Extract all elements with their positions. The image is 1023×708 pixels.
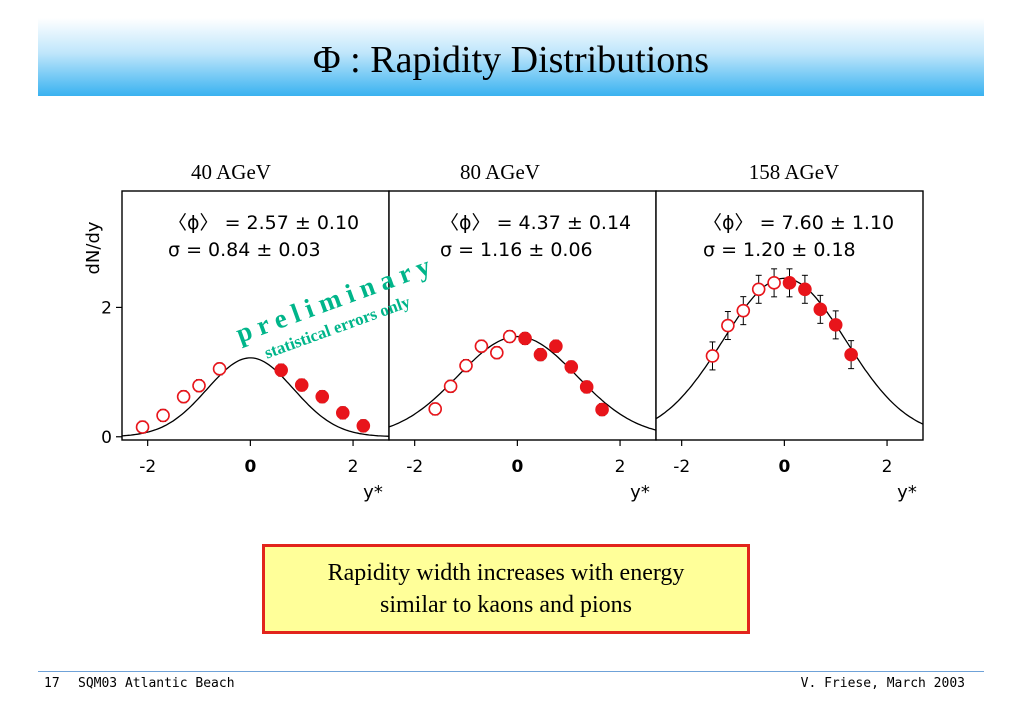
- x-tick-label: -2: [139, 457, 156, 477]
- footer-divider: [38, 671, 984, 672]
- x-tick-label: 0: [511, 457, 523, 477]
- fit-curve: [121, 357, 390, 437]
- x-tick-label: -2: [673, 457, 690, 477]
- stat-sigma-158: σ = 1.20 ± 0.18: [703, 239, 856, 261]
- x-tick-label: 0: [244, 457, 256, 477]
- stat-mean-158: 〈ϕ〉 = 7.60 ± 1.10: [703, 212, 894, 234]
- stat-mean-40: 〈ϕ〉 = 2.57 ± 0.10: [168, 212, 359, 234]
- x-axis-label: y*: [363, 482, 383, 503]
- x-tick-label: -2: [406, 457, 423, 477]
- data-point-filled: [828, 318, 843, 332]
- data-point-filled: [564, 360, 579, 374]
- data-point-filled: [595, 402, 609, 417]
- data-point-open: [443, 379, 458, 394]
- data-point-open: [474, 339, 489, 354]
- stat-sigma-80: σ = 1.16 ± 0.06: [440, 239, 593, 261]
- slide-title: Φ : Rapidity Distributions: [312, 39, 710, 81]
- data-point-filled: [533, 347, 548, 362]
- data-point-filled: [335, 406, 350, 420]
- data-point-open: [459, 358, 473, 373]
- data-point-open: [176, 389, 191, 404]
- x-axis-label: y*: [630, 482, 650, 503]
- data-point-filled: [518, 331, 532, 346]
- data-point-open: [736, 303, 751, 318]
- data-point-filled: [782, 276, 797, 290]
- data-point-open: [156, 408, 170, 423]
- y-axis-label: dN/dy: [83, 221, 104, 274]
- panel-title-40: 40 AGeV: [191, 160, 271, 184]
- footer-event: SQM03 Atlantic Beach: [78, 676, 235, 691]
- data-point-open: [428, 402, 443, 416]
- data-point-open: [751, 282, 766, 297]
- panel-title-158: 158 AGeV: [749, 160, 839, 184]
- data-point-filled: [356, 418, 371, 433]
- summary-note: Rapidity width increases with energy sim…: [262, 544, 750, 634]
- chart-marks: -2 0 2y*02-2 0 2y*-2 0 2y*: [101, 268, 924, 503]
- title-bar: Φ : Rapidity Distributions: [38, 18, 984, 96]
- data-point-filled: [798, 282, 812, 297]
- x-tick-label: 2: [348, 457, 359, 477]
- y-tick-label: 2: [101, 298, 112, 318]
- footer-page-number: 17: [44, 676, 60, 691]
- data-point-filled: [274, 363, 288, 377]
- stat-sigma-40: σ = 0.84 ± 0.03: [168, 239, 321, 261]
- y-tick-label: 0: [101, 428, 112, 448]
- note-line-2: similar to kaons and pions: [380, 592, 632, 618]
- data-point-open: [192, 378, 206, 393]
- x-tick-label: 0: [778, 457, 790, 477]
- panel-title-80: 80 AGeV: [460, 160, 540, 184]
- data-point-open: [212, 362, 227, 376]
- x-axis-label: y*: [897, 482, 917, 503]
- data-point-filled: [549, 339, 563, 354]
- data-point-filled: [294, 378, 309, 392]
- panel-frame-40: [121, 190, 390, 441]
- footer-author-date: V. Friese, March 2003: [800, 676, 965, 691]
- data-point-open: [721, 318, 735, 333]
- panel-frame-158: [655, 190, 924, 441]
- data-point-open: [705, 349, 720, 363]
- data-point-open: [135, 420, 150, 434]
- data-point-filled: [315, 389, 330, 404]
- data-point-filled: [813, 302, 828, 317]
- data-point-filled: [844, 347, 858, 362]
- stat-mean-80: 〈ϕ〉 = 4.37 ± 0.14: [440, 212, 631, 234]
- data-point-open: [502, 329, 517, 344]
- panel-frames: [121, 190, 924, 441]
- x-tick-label: 2: [882, 457, 893, 477]
- data-point-open: [490, 345, 504, 360]
- data-point-open: [767, 276, 781, 290]
- x-tick-label: 2: [615, 457, 626, 477]
- data-point-filled: [579, 380, 594, 394]
- note-line-1: Rapidity width increases with energy: [327, 560, 685, 586]
